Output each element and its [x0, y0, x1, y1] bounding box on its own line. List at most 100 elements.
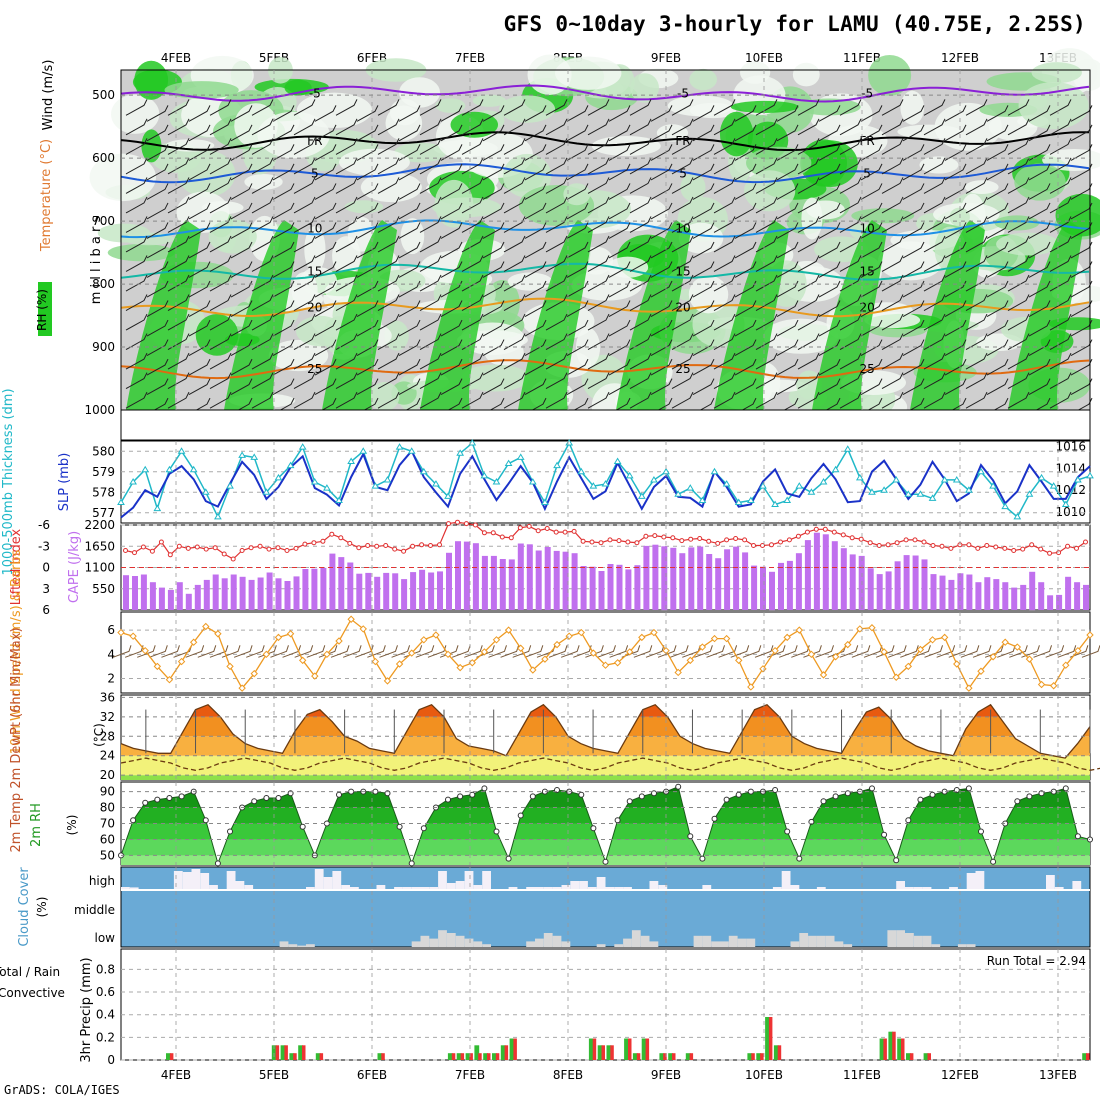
wind-barb — [944, 280, 967, 298]
temp2m-axis-label: 2m Temp 2m DewPt (6hr Min/Max) — [9, 627, 24, 852]
wind-barb — [839, 372, 862, 390]
wind-barb — [440, 202, 463, 220]
wind-barb — [272, 144, 295, 161]
wind-barb — [427, 645, 447, 658]
thickness-point — [1013, 512, 1022, 520]
high-cloud-gap — [508, 887, 518, 889]
wind-barb — [272, 300, 295, 317]
wind-barb — [587, 235, 610, 253]
wind-barb — [1007, 294, 1030, 311]
wind-speed-point — [977, 667, 985, 675]
wind-barb — [524, 105, 547, 122]
wind-barb — [1070, 378, 1093, 396]
wind-barb — [755, 216, 778, 233]
thickness-point — [129, 478, 137, 485]
wind-barb — [335, 196, 358, 214]
y-tick-label: 580 — [92, 444, 115, 458]
wind-barb — [923, 274, 946, 292]
wind-barb — [167, 118, 190, 136]
convective-bar — [672, 1053, 676, 1060]
wind-barb — [251, 235, 274, 253]
wind-barb — [902, 339, 925, 357]
wind-speed-point — [274, 633, 283, 642]
rh-patch — [900, 90, 925, 125]
rh-patch — [195, 314, 239, 356]
y-tick-label: 800 — [92, 277, 115, 291]
wind-barb — [734, 300, 757, 317]
thickness-point — [831, 465, 840, 473]
footer-credit: GrADS: COLA/IGES — [4, 1083, 120, 1097]
rain-bar — [756, 1053, 762, 1060]
low-cloud-bar — [693, 935, 703, 947]
li-point — [580, 538, 586, 544]
wind-barb — [881, 196, 904, 214]
wind-barb — [944, 144, 967, 161]
li-point — [840, 532, 846, 538]
wind-barb — [545, 157, 568, 175]
li-point — [508, 535, 514, 541]
cape-bar — [652, 544, 659, 610]
wind-barb — [629, 216, 652, 233]
wind-barb — [356, 339, 379, 357]
wind-barb — [923, 99, 946, 116]
wind-barb — [881, 157, 904, 175]
rh-patch — [994, 215, 1040, 231]
wind-barb — [503, 177, 526, 194]
li-point — [455, 519, 460, 525]
cape-bar — [984, 577, 991, 610]
li-point — [804, 529, 810, 535]
wind-barb — [377, 313, 400, 331]
cape-bar — [670, 547, 677, 610]
wind-barb — [482, 163, 505, 181]
y-tick-label: 80 — [100, 801, 115, 815]
li-point — [302, 541, 308, 547]
wind-barb — [314, 280, 337, 298]
wind-barb — [875, 645, 895, 658]
li-point — [499, 534, 505, 540]
y-tick-label: 0 — [107, 1053, 115, 1067]
thickness-point — [262, 488, 271, 495]
wind-barb — [293, 313, 316, 331]
convective-bar — [636, 1053, 641, 1060]
wind-speed-point — [1025, 655, 1034, 663]
wind-barb — [464, 645, 483, 658]
thickness-point — [480, 471, 489, 479]
wind-barb — [965, 138, 988, 155]
wind-barb — [293, 294, 316, 311]
wind-barb — [188, 183, 211, 200]
convective-legend: Convective — [0, 986, 65, 1000]
wind-barb — [419, 157, 442, 175]
cloud-level-label: middle — [74, 903, 115, 917]
wind-barb — [146, 241, 169, 259]
wind-barb — [188, 261, 211, 278]
wind-barb — [818, 358, 841, 376]
cape-bar — [786, 560, 793, 610]
wind-barb — [461, 196, 484, 214]
li-point — [858, 536, 864, 542]
isotherm-label: -5 — [677, 86, 689, 100]
rain-bar — [632, 1053, 638, 1060]
li-point — [1083, 539, 1088, 545]
high-cloud-gap — [596, 877, 606, 889]
cape-bar — [715, 558, 722, 610]
high-cloud-gap — [623, 887, 632, 889]
wind-barb — [125, 274, 148, 292]
wind-barb — [912, 645, 931, 658]
wind-barb — [1007, 274, 1030, 292]
wind-barb — [167, 333, 190, 351]
wind-barb — [461, 99, 484, 116]
li-point — [481, 530, 487, 536]
wind-barb — [377, 372, 400, 390]
y-tick-label: 0.4 — [96, 1008, 115, 1022]
high-cloud-gap — [535, 887, 544, 889]
wind-barb — [398, 163, 421, 181]
li-point — [778, 539, 783, 545]
high-cloud-gap — [905, 887, 914, 889]
wind-barb — [482, 222, 505, 239]
wind-barb — [419, 216, 442, 233]
wind-barb — [503, 274, 526, 292]
wind-barb — [839, 333, 862, 351]
wind-barb — [125, 157, 148, 175]
wind-barb — [692, 124, 715, 142]
high-cloud-gap — [526, 887, 535, 889]
